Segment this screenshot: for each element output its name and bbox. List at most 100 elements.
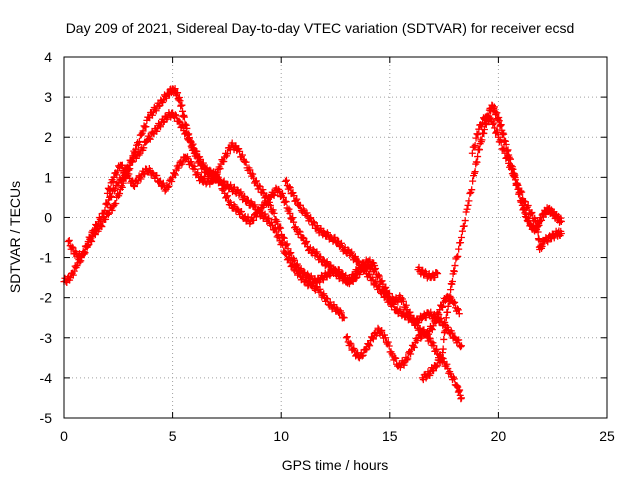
data-point-marker: [134, 141, 142, 149]
x-tick-label: 5: [169, 428, 177, 444]
data-point-marker: [302, 239, 310, 247]
data-point-marker: [323, 258, 331, 266]
data-point-marker: [374, 271, 382, 279]
data-point-marker: [326, 298, 334, 306]
data-point-marker: [455, 245, 463, 253]
data-point-marker: [197, 174, 205, 182]
data-point-marker: [293, 195, 301, 203]
data-point-marker: [478, 123, 486, 131]
data-point-marker: [344, 246, 352, 254]
data-point-marker: [347, 340, 355, 348]
data-point-marker: [164, 183, 172, 191]
data-point-marker: [439, 345, 447, 353]
data-point-marker: [87, 236, 95, 244]
data-point-marker: [193, 147, 201, 155]
data-point-marker: [270, 192, 278, 200]
data-point-marker: [159, 179, 167, 187]
data-point-marker: [118, 183, 126, 191]
data-point-marker: [469, 177, 477, 185]
data-point-marker: [475, 146, 483, 154]
data-point-marker: [316, 285, 324, 293]
data-point-marker: [454, 306, 462, 314]
data-point-marker: [98, 223, 106, 231]
data-point-marker: [346, 339, 354, 347]
data-point-marker: [450, 299, 458, 307]
data-point-marker: [436, 359, 444, 367]
data-point-marker: [443, 360, 451, 368]
data-point-marker: [474, 153, 482, 161]
data-point-marker: [244, 213, 252, 221]
data-point-marker: [224, 150, 232, 158]
data-point-marker: [441, 318, 449, 326]
data-point-marker: [69, 271, 77, 279]
data-point-marker: [290, 255, 298, 263]
y-axis-label: SDTVAR / TECUs: [7, 181, 23, 293]
y-tick-label: -4: [40, 370, 53, 386]
data-point-marker: [354, 257, 362, 265]
data-point-marker: [450, 375, 458, 383]
y-tick-label: 2: [44, 129, 52, 145]
data-point-marker: [350, 254, 358, 262]
data-point-marker: [313, 248, 321, 256]
data-point-marker: [340, 314, 348, 322]
data-point-marker: [465, 197, 473, 205]
data-point-marker: [528, 209, 536, 217]
data-point-marker: [140, 144, 148, 152]
x-tick-label: 25: [599, 428, 615, 444]
data-point-marker: [544, 238, 552, 246]
data-point-marker: [125, 170, 133, 178]
data-point-marker: [242, 158, 250, 166]
data-point-marker: [146, 135, 154, 143]
data-point-marker: [450, 267, 458, 275]
data-point-marker: [457, 342, 465, 350]
data-point-marker: [433, 269, 441, 277]
data-point-marker: [289, 189, 297, 197]
x-tick-label: 10: [273, 428, 289, 444]
data-point-marker: [174, 89, 182, 97]
data-point-marker: [407, 350, 415, 358]
data-point-marker: [290, 218, 298, 226]
data-point-marker: [422, 329, 430, 337]
data-point-marker: [366, 342, 374, 350]
data-point-marker: [385, 342, 393, 350]
data-point-marker: [109, 178, 117, 186]
data-point-marker: [97, 221, 105, 229]
data-point-marker: [455, 336, 463, 344]
data-point-marker: [226, 198, 234, 206]
data-point-marker: [389, 299, 397, 307]
data-point-marker: [430, 367, 438, 375]
data-point-marker: [285, 205, 293, 213]
data-point-marker: [145, 134, 153, 142]
data-point-marker: [454, 252, 462, 260]
data-point-marker: [251, 178, 259, 186]
data-point-marker: [491, 124, 499, 132]
data-point-marker: [162, 94, 170, 102]
data-point-marker: [442, 321, 450, 329]
data-point-marker: [396, 305, 404, 313]
x-tick-label: 15: [382, 428, 398, 444]
data-point-marker: [129, 158, 137, 166]
data-point-marker: [346, 277, 354, 285]
data-point-marker: [518, 188, 526, 196]
data-point-marker: [65, 236, 73, 244]
data-point-marker: [313, 222, 321, 230]
data-point-marker: [517, 187, 525, 195]
data-point-marker: [255, 182, 263, 190]
data-point-marker: [460, 222, 468, 230]
data-point-marker: [507, 165, 515, 173]
data-point-marker: [535, 236, 543, 244]
data-point-marker: [286, 184, 294, 192]
data-point-marker: [461, 217, 469, 225]
data-point-marker: [251, 201, 259, 209]
data-point-marker: [187, 158, 195, 166]
data-point-marker: [263, 192, 271, 200]
data-point-marker: [265, 214, 273, 222]
data-point-marker: [331, 233, 339, 241]
y-tick-label: 3: [44, 89, 52, 105]
data-point-marker: [493, 109, 501, 117]
x-tick-labels: 0 5 10 15 20 25: [60, 428, 615, 444]
data-point-marker: [188, 141, 196, 149]
data-point-marker: [348, 248, 356, 256]
data-point-marker: [256, 209, 264, 217]
data-point-marker: [270, 209, 278, 217]
